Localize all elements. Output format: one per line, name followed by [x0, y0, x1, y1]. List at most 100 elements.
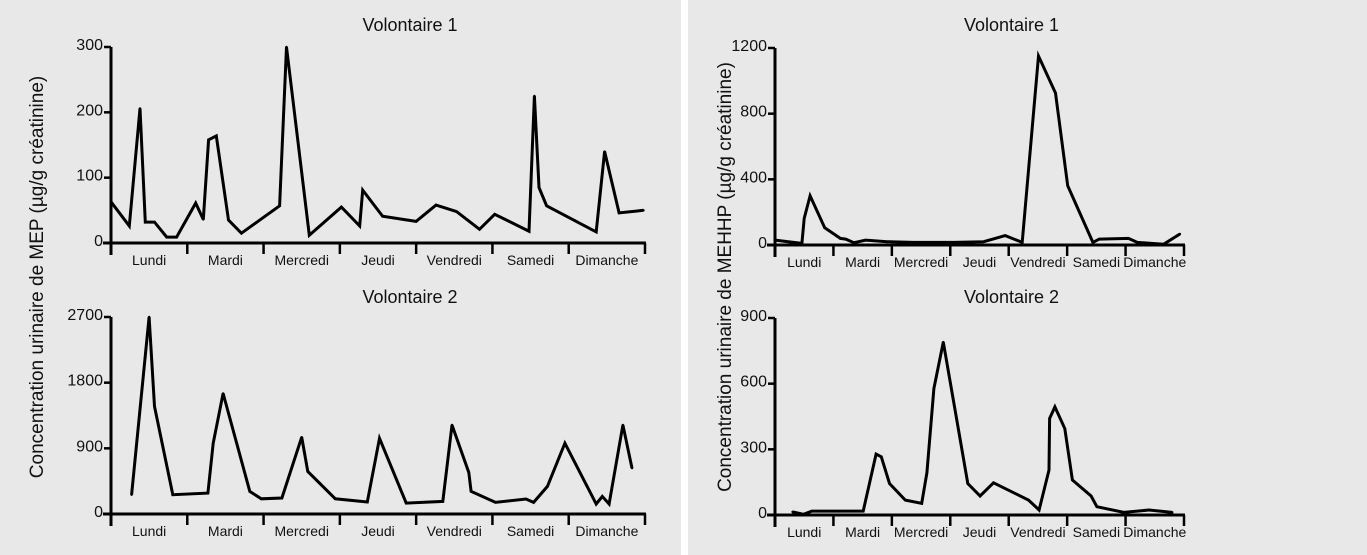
- data-point: [280, 496, 284, 500]
- data-point: [823, 226, 826, 229]
- data-point: [791, 510, 794, 514]
- x-tick-label-vendredi: Vendredi: [427, 252, 482, 268]
- data-point: [852, 241, 856, 244]
- data-point: [880, 455, 883, 458]
- data-point: [1089, 494, 1093, 498]
- data-point: [1171, 511, 1174, 514]
- data-point: [1027, 498, 1030, 502]
- data-point: [1048, 417, 1051, 420]
- data-point: [212, 442, 215, 445]
- subplot-2: Volontaire 2 0 900 1800 2700 Lundi Mardi Mercre…: [67, 287, 647, 539]
- y-tick-label: 300: [740, 439, 767, 456]
- data-point: [260, 497, 263, 500]
- x-tick-label-samedi: Samedi: [507, 523, 554, 539]
- data-point: [1122, 511, 1126, 514]
- y-tick-label: 0: [94, 504, 103, 521]
- x-tick-label-lundi: Lundi: [132, 523, 166, 539]
- data-point: [607, 502, 611, 506]
- data-point: [925, 471, 929, 474]
- data-point: [285, 45, 288, 49]
- y-tick-label: 100: [76, 168, 103, 185]
- x-tick-label-dimanche: Dimanche: [1123, 524, 1186, 540]
- data-point: [493, 213, 496, 216]
- y-tick-label: 600: [740, 374, 767, 391]
- data-point: [215, 134, 218, 138]
- data-point: [441, 500, 445, 503]
- x-tick-label-dimanche: Dimanche: [575, 523, 638, 539]
- x-tick-label-dimanche: Dimanche: [575, 252, 638, 268]
- data-point: [1066, 184, 1069, 187]
- data-point: [378, 437, 381, 440]
- data-point: [405, 501, 408, 505]
- subplot-title: Volontaire 2: [362, 287, 457, 307]
- series-line: [774, 50, 1181, 246]
- data-point: [563, 442, 567, 445]
- data-point: [844, 237, 847, 241]
- data-point: [773, 238, 777, 242]
- y-tick-label: 200: [76, 102, 103, 119]
- data-point: [546, 485, 549, 488]
- data-point: [467, 471, 470, 474]
- data-point: [202, 218, 205, 221]
- x-tick-label-mardi: Mardi: [208, 523, 243, 539]
- data-point: [978, 494, 982, 498]
- right-y-axis-label: Concentration urinaire de MEHHP (µg/g cr…: [715, 62, 736, 492]
- data-point: [966, 482, 970, 485]
- x-tick-label-samedi: Samedi: [1073, 254, 1120, 270]
- y-tick-label: 2700: [67, 307, 103, 324]
- data-point: [1004, 234, 1007, 237]
- x-tick-label-mardi: Mardi: [208, 252, 243, 268]
- data-point: [414, 220, 418, 223]
- data-point: [361, 188, 364, 192]
- y-tick-label: 0: [758, 505, 767, 522]
- x-tick-label-mercredi: Mercredi: [894, 524, 948, 540]
- data-point: [340, 205, 343, 209]
- data-point: [545, 204, 548, 207]
- x-tick-label-jeudi: Jeudi: [361, 523, 394, 539]
- data-point: [862, 509, 865, 513]
- subplot-4: Volontaire 2 0 300 600 900 Lundi Mardi Mercredi…: [740, 287, 1186, 540]
- data-point: [803, 217, 806, 220]
- data-point: [1098, 237, 1101, 241]
- data-point: [904, 498, 907, 502]
- data-point: [1095, 505, 1099, 508]
- data-point: [128, 224, 131, 228]
- data-point: [524, 497, 528, 501]
- y-tick-label: 1800: [67, 373, 103, 390]
- data-point: [982, 240, 985, 243]
- data-point: [144, 220, 147, 224]
- data-point: [932, 387, 936, 390]
- x-tick-label-mardi: Mardi: [845, 524, 880, 540]
- data-point: [175, 235, 178, 239]
- y-tick-label: 0: [94, 233, 103, 250]
- data-point: [366, 500, 369, 504]
- left-panel-background: [0, 0, 681, 555]
- x-tick-label-lundi: Lundi: [787, 254, 821, 270]
- data-point: [306, 470, 310, 473]
- data-point: [1047, 468, 1051, 472]
- data-point: [952, 241, 955, 244]
- series-line: [130, 316, 634, 508]
- data-point: [912, 241, 915, 244]
- data-point: [594, 230, 598, 234]
- x-tick-label-vendredi: Vendredi: [1010, 254, 1065, 270]
- data-point: [494, 501, 497, 504]
- data-point: [1147, 508, 1151, 512]
- data-point: [1053, 405, 1057, 409]
- data-point: [469, 490, 473, 493]
- data-point: [1127, 237, 1130, 240]
- data-point: [532, 501, 535, 504]
- data-point: [537, 186, 541, 189]
- x-tick-label-mercredi: Mercredi: [274, 252, 328, 268]
- data-point: [617, 211, 621, 215]
- x-tick-label-samedi: Samedi: [1073, 524, 1120, 540]
- data-point: [527, 230, 531, 233]
- y-tick-label: 800: [740, 104, 767, 121]
- x-tick-label-mardi: Mardi: [845, 254, 880, 270]
- data-point: [206, 491, 210, 495]
- data-point: [300, 436, 303, 439]
- data-point: [381, 215, 384, 218]
- data-point: [594, 502, 598, 506]
- data-point: [810, 509, 814, 513]
- subplot-3: Volontaire 1 0 400 800 1200 Lundi Mardi Mercred…: [731, 15, 1186, 270]
